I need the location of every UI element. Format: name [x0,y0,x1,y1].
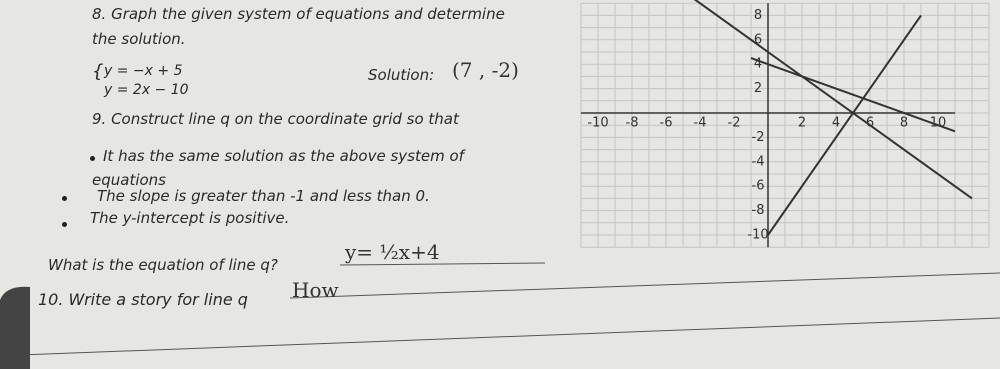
x-axis-label: 10 [930,116,947,131]
solution-label: Solution: [368,66,435,84]
x-axis-label: 8 [900,116,908,131]
y-axis-label: 6 [754,32,762,47]
x-axis-label: -6 [660,116,673,131]
y-axis-label: 2 [754,81,762,96]
bullet-text: The y-intercept is positive. [90,209,290,227]
answer-line [289,272,1000,299]
answer-line [339,262,546,266]
y-axis-label: -8 [752,203,765,218]
graphed-line [750,57,956,133]
problem-title: 8. Graph the given system of equations a… [92,5,505,23]
graphed-line [693,0,973,200]
problem-text: the solution. [92,30,186,48]
x-axis-label: -10 [587,116,608,131]
answer-line [19,317,1000,356]
bullet [62,196,67,201]
question: What is the equation of line q? [48,256,278,274]
bullet-text: It has the same solution as the above sy… [103,147,464,165]
equation: y = −x + 5 [104,63,183,79]
bullet-text: The slope is greater than -1 and less th… [97,187,430,205]
y-axis-label: -2 [752,130,765,145]
x-axis-label: -8 [626,116,639,131]
x-axis-label: 6 [866,116,874,131]
y-axis-label: 4 [754,57,762,72]
x-axis-label: 4 [832,116,840,131]
problem-title: 10. Write a story for line q [38,290,248,309]
y-axis-label: -4 [752,154,765,169]
bullet [62,222,67,227]
problem-title: 9. Construct line q on the coordinate gr… [92,110,459,128]
bullet [90,156,95,161]
y-axis-label: -10 [747,228,768,243]
bullet-text: equations [92,171,166,189]
x-axis-label: 2 [798,116,806,131]
brace: { [92,61,104,82]
y-axis-label: 8 [754,8,762,23]
x-axis-label: -4 [694,116,707,131]
graphed-line [767,14,922,236]
handwritten-answer: y= ½x+4 [345,240,440,264]
handwritten-answer: How [292,278,339,302]
y-axis-label: -6 [752,179,765,194]
x-axis-label: -2 [728,116,741,131]
shadow [0,286,30,369]
handwritten-answer: (7 , -2) [452,58,519,82]
equation: y = 2x − 10 [104,82,189,98]
coordinate-grid: -10 -8 -6 -4 -2 2 4 6 8 10 8 6 4 2 -2 -4 -6 -8 -10 [580,0,990,248]
